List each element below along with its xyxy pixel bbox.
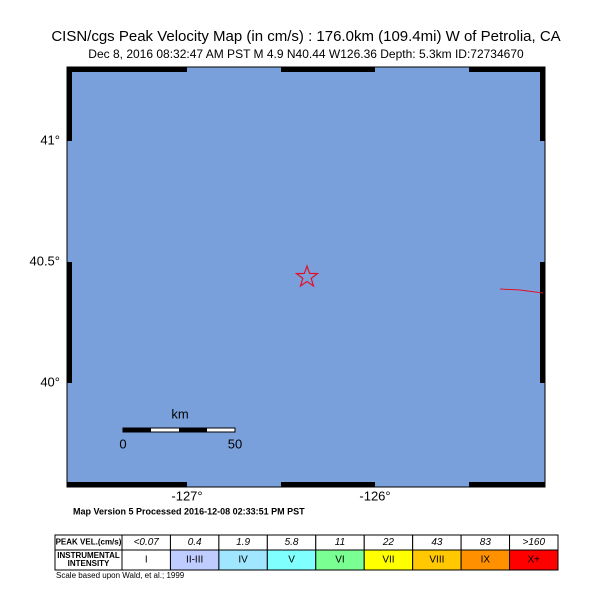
title: CISN/cgs Peak Velocity Map (in cm/s) : 1… — [51, 28, 560, 45]
velocity-label: 43 — [431, 537, 443, 548]
scale-label: 50 — [228, 436, 242, 451]
version: Map Version 5 Processed 2016-12-08 02:33… — [73, 506, 305, 516]
velocity-label: 11 — [335, 537, 345, 548]
velocity-label: <0.07 — [134, 537, 160, 548]
frame — [67, 67, 545, 487]
intensity-label: IV — [238, 555, 248, 566]
scale-label: 0 — [119, 436, 126, 451]
lat-label: 40.5° — [29, 253, 60, 268]
lon-label: -127° — [171, 488, 202, 503]
legend-header: INSTRUMENTAL — [57, 551, 120, 560]
epicenter — [294, 264, 320, 288]
intensity-label: V — [288, 555, 295, 566]
lat-label: 41° — [40, 132, 60, 147]
fault-line — [499, 288, 544, 294]
velocity-label: >160 — [523, 537, 546, 548]
lon-label: -126° — [359, 488, 390, 503]
intensity-cell — [509, 549, 559, 571]
velocity-label: 22 — [382, 537, 395, 548]
credit: Scale based upon Wald, et al.; 1999 — [56, 571, 185, 580]
velocity-label: 1.9 — [236, 537, 250, 548]
intensity-label: X+ — [528, 555, 541, 566]
scale-bar — [122, 427, 236, 433]
intensity-label: IX — [481, 555, 491, 566]
lat-label: 40° — [40, 374, 60, 389]
intensity-label: VII — [382, 555, 394, 566]
intensity-label: II-III — [186, 555, 203, 566]
velocity-label: 5.8 — [285, 537, 299, 548]
ocean — [66, 66, 546, 488]
intensity-label: VIII — [429, 555, 444, 566]
intensity-label: I — [145, 555, 148, 566]
legend-header: PEAK VEL.(cm/s) — [56, 538, 122, 547]
velocity-label: 83 — [480, 537, 492, 548]
velocity-label: 0.4 — [188, 537, 202, 548]
scale-unit: km — [171, 406, 188, 421]
intensity-label: VI — [335, 555, 344, 566]
subtitle: Dec 8, 2016 08:32:47 AM PST M 4.9 N40.44… — [88, 47, 524, 61]
legend-header: INTENSITY — [68, 559, 110, 568]
